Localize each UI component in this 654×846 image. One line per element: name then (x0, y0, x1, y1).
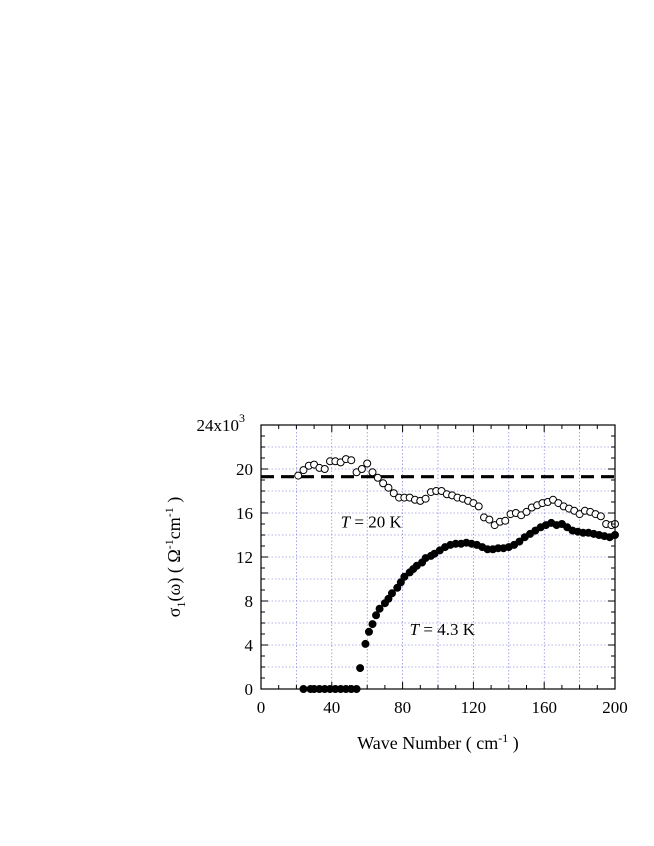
x-tick-labels: 0 40 80 120 160 200 (257, 698, 628, 717)
annotations: T = 20 KT = 4.3 K (341, 512, 476, 639)
series-t43 (299, 518, 619, 693)
open-circle-point (522, 507, 531, 516)
axis-ticks (260, 424, 616, 690)
open-circle-point (363, 459, 372, 468)
grid (261, 425, 615, 689)
y-tick-label-exponent: 3 (239, 411, 245, 425)
filled-circle-point (396, 578, 405, 587)
filled-circle-point (364, 627, 373, 636)
open-circle-point (384, 483, 393, 492)
x-axis-title-main: Wave Number ( cm (357, 733, 498, 754)
y-tick-label: 12 (236, 548, 253, 567)
x-tick-label: 120 (461, 698, 487, 717)
filled-circle-point (361, 639, 370, 648)
annotation-value: = 4.3 K (419, 620, 476, 639)
open-circle-point (421, 494, 430, 503)
y-tick-label: 4 (245, 636, 254, 655)
y-axis-title-sup2: -1 (162, 507, 176, 517)
filled-circle-point (393, 583, 402, 592)
filled-circle-point (356, 664, 365, 673)
filled-circle-point (515, 537, 524, 546)
filled-circle-point (384, 594, 393, 603)
y-axis-title: σ1(ω) ( Ω-1cm-1 ) (162, 497, 188, 617)
x-tick-label: 40 (323, 698, 340, 717)
x-axis-title-end: ) (508, 733, 519, 754)
x-tick-label: 0 (257, 698, 266, 717)
temperature-annotation: T = 4.3 K (410, 620, 476, 639)
y-axis-title-sub: 1 (174, 602, 188, 608)
open-circle-point (357, 465, 366, 473)
open-circle-point (474, 502, 483, 511)
filled-circle-point (372, 611, 381, 620)
open-circle-point (347, 456, 356, 465)
y-axis-title-sigma: σ (164, 607, 184, 617)
y-axis-title-sup1: -1 (162, 539, 176, 549)
x-tick-label: 200 (602, 698, 628, 717)
y-tick-label: 8 (245, 592, 254, 611)
open-circle-point (485, 515, 494, 524)
y-tick-label-base: 24x10 (197, 416, 240, 435)
filled-circle-point (387, 589, 396, 598)
y-tick-label: 20 (236, 460, 253, 479)
filled-circle-point (400, 572, 409, 581)
y-axis-title-mid: (ω) ( Ω (164, 549, 185, 601)
y-tick-label: 24x103 (197, 411, 246, 435)
open-circle-point (294, 471, 303, 480)
annotation-value: = 20 K (350, 512, 402, 531)
filled-circle-point (368, 620, 377, 629)
y-axis-title-cm: cm (164, 517, 184, 539)
open-circle-point (389, 489, 398, 498)
x-axis-title: Wave Number ( cm-1 ) (357, 731, 519, 754)
open-circle-point (379, 479, 388, 488)
open-circle-point (596, 512, 605, 521)
y-tick-labels: 0 4 8 12 16 20 24x103 (197, 411, 254, 699)
filled-circle-point (375, 604, 384, 613)
open-circle-point (501, 516, 510, 525)
x-tick-label: 80 (394, 698, 411, 717)
y-tick-label: 16 (236, 504, 253, 523)
open-circle-point (320, 465, 329, 473)
open-circle-point (299, 466, 308, 475)
open-circle-point (368, 468, 377, 477)
annotation-symbol: T (410, 620, 421, 639)
x-axis-title-sup: -1 (498, 731, 508, 745)
series-t20 (294, 455, 619, 530)
annotation-symbol: T (341, 512, 352, 531)
x-tick-label: 160 (531, 698, 557, 717)
y-tick-label: 0 (245, 680, 254, 699)
temperature-annotation: T = 20 K (341, 512, 403, 531)
y-axis-title-end: ) (164, 497, 185, 508)
open-circle-point (373, 473, 382, 482)
